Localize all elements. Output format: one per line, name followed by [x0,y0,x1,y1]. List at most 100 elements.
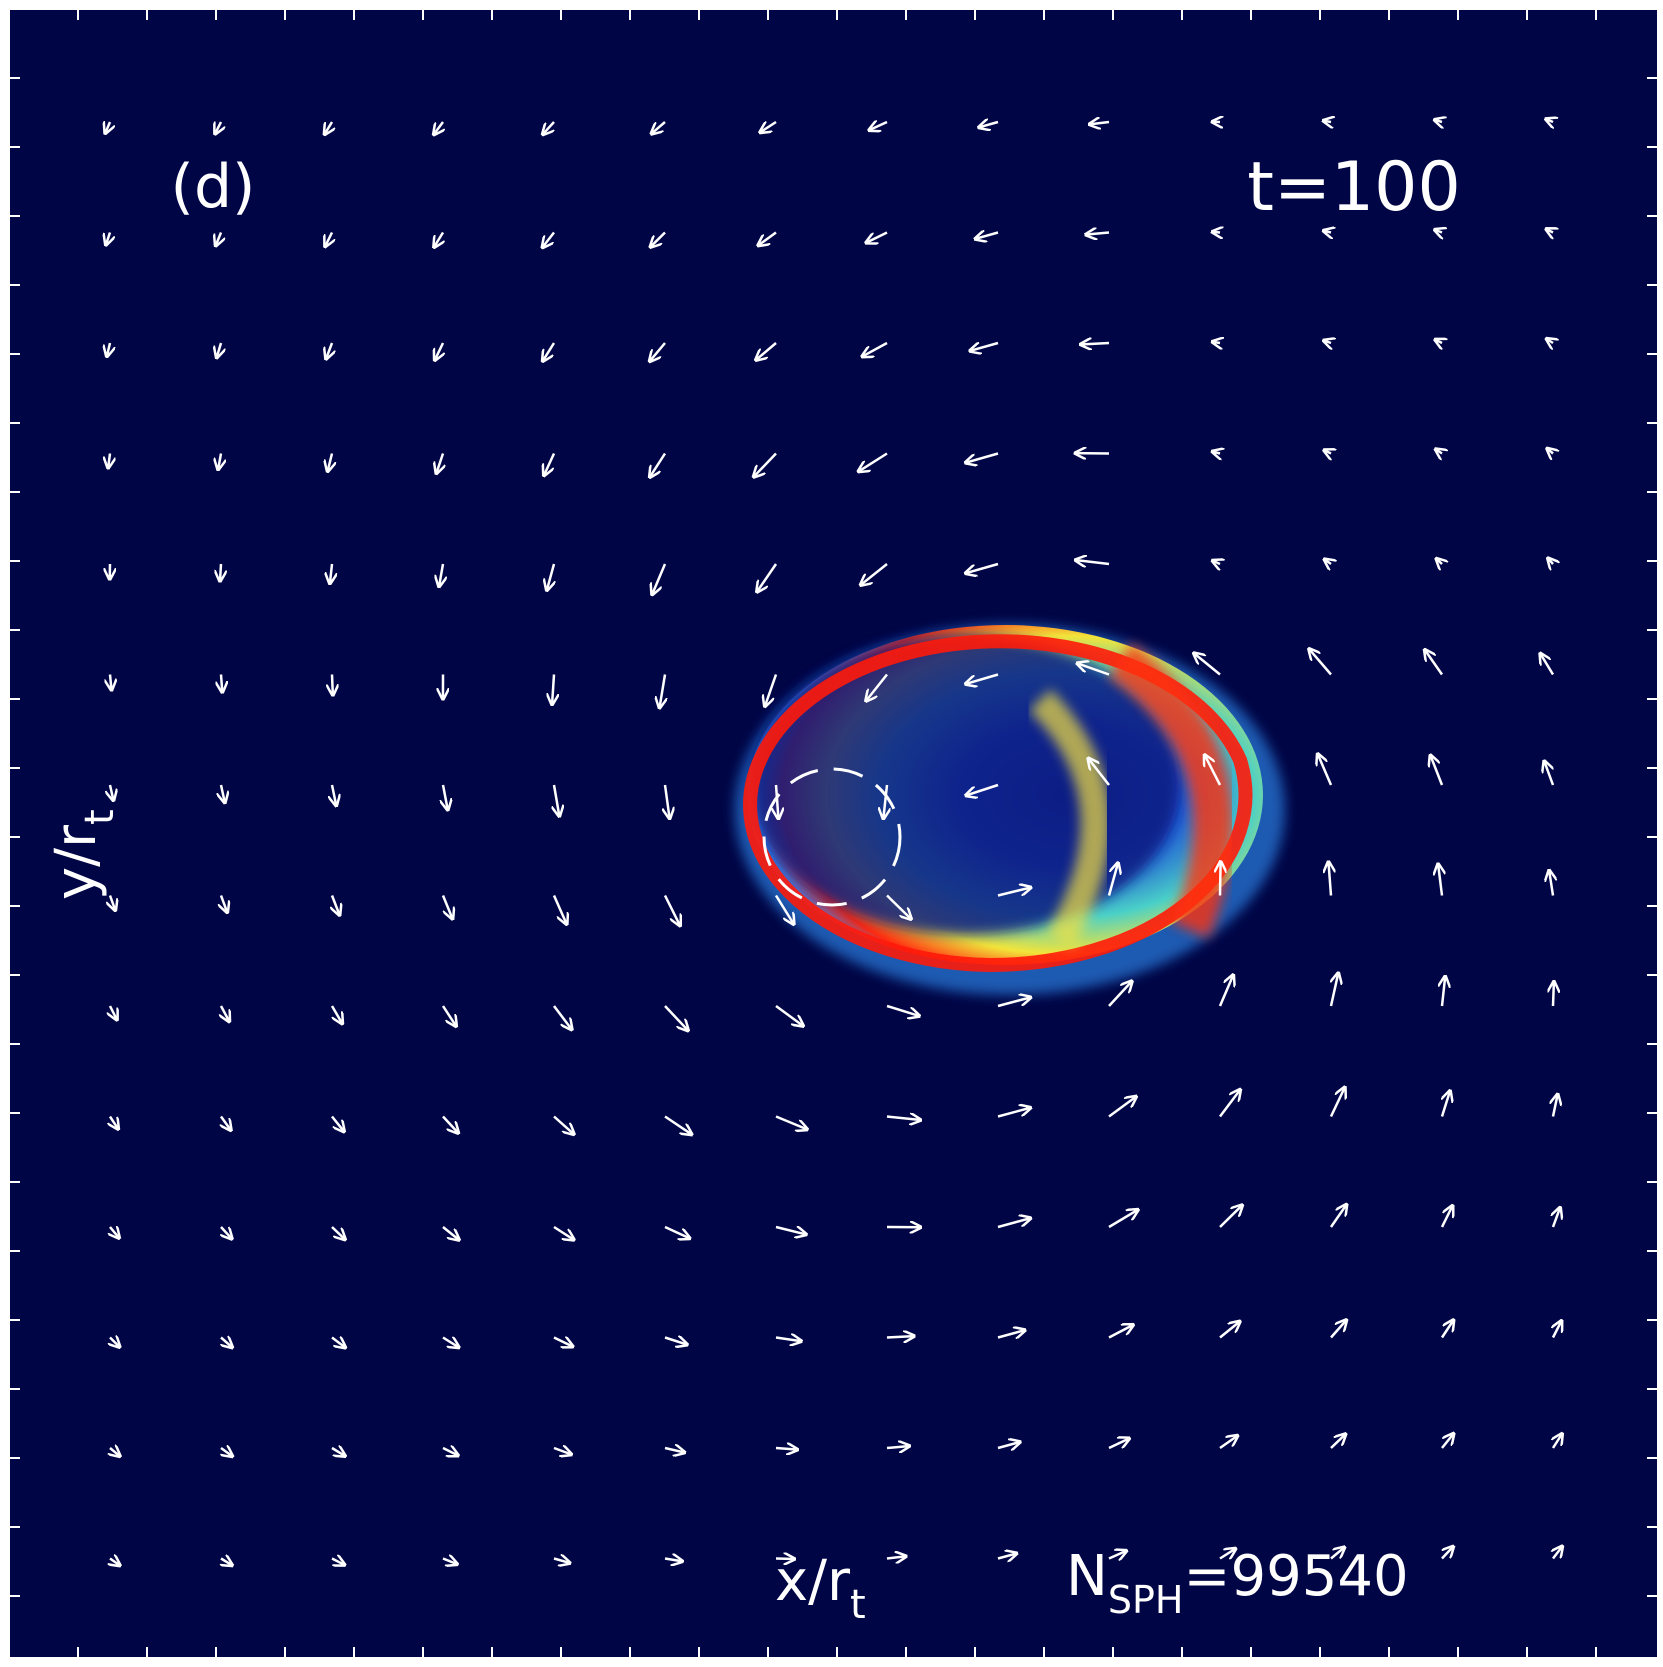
x-axis-label: x/rt [775,1549,866,1628]
velocity-arrow [331,1226,345,1240]
velocity-arrow [1080,343,1110,344]
velocity-arrow [664,1448,685,1453]
velocity-arrow [221,1005,229,1022]
velocity-arrow [110,1338,120,1348]
velocity-arrow [1324,559,1331,564]
velocity-arrow [1212,561,1220,564]
velocity-arrow [542,231,555,248]
velocity-arrow [1442,976,1445,1007]
velocity-arrow [776,784,778,819]
velocity-arrow [1309,649,1332,676]
velocity-arrow [441,1005,456,1026]
velocity-arrow [435,342,443,360]
velocity-arrow [1553,1546,1562,1560]
velocity-arrow [434,121,443,135]
velocity-arrow [1205,755,1222,786]
velocity-arrow [221,1559,232,1566]
velocity-arrow [1430,755,1444,786]
velocity-arrow [330,1005,342,1024]
velocity-arrow [1553,981,1554,1007]
velocity-arrow [554,784,559,816]
velocity-arrow [107,342,110,357]
velocity-arrow [965,673,999,685]
velocity-arrow [110,1559,120,1566]
velocity-arrow [442,1226,459,1240]
disk-arm [1029,689,1111,948]
velocity-arrow [760,120,777,132]
velocity-arrow [997,1108,1031,1118]
velocity-arrow [553,1559,570,1564]
time-label: t=100 [1247,148,1460,227]
velocity-arrow [553,1448,572,1454]
velocity-arrow [1219,1321,1240,1339]
velocity-arrow [221,1115,231,1131]
velocity-arrow [997,997,1031,1008]
velocity-arrow [1086,233,1110,235]
velocity-arrow [862,341,888,357]
velocity-arrow [1107,863,1118,896]
x-axis-main: x/r [775,1549,851,1614]
velocity-arrow [1323,340,1331,343]
velocity-arrow [1328,862,1331,896]
velocity-arrow [325,231,332,247]
velocity-arrow [1435,449,1442,453]
velocity-arrow [221,895,227,913]
velocity-arrow [765,674,778,707]
velocity-arrow [1546,339,1553,343]
velocity-arrow [1548,558,1553,564]
velocity-arrow [858,452,888,472]
velocity-arrow [216,232,221,246]
velocity-arrow [217,342,221,358]
velocity-arrow [1089,122,1110,124]
velocity-arrow [1330,1547,1345,1560]
velocity-arrow [775,1004,803,1026]
velocity-arrow [1425,650,1444,676]
velocity-arrow [1553,1094,1558,1117]
velocity-arrow [757,563,778,592]
velocity-arrow [221,1448,233,1456]
velocity-arrow [442,1559,457,1565]
velocity-arrow [1075,560,1110,564]
y-axis-label: y/rt [44,809,123,900]
velocity-arrow [664,1559,683,1562]
velocity-arrow [1318,754,1333,786]
velocity-arrow [442,1338,459,1348]
velocity-arrow [650,452,667,478]
velocity-arrow [975,233,999,239]
velocity-arrow [553,1338,573,1347]
velocity-arrow [1546,119,1553,122]
velocity-arrow [1212,342,1220,343]
velocity-arrow [1108,1551,1127,1559]
velocity-arrow [1435,339,1442,343]
velocity-arrow [218,453,221,470]
velocity-arrow [439,563,443,587]
velocity-arrow [1088,758,1110,786]
velocity-arrow [547,563,554,591]
velocity-arrow [869,122,888,130]
velocity-arrow [221,784,225,803]
velocity-arrow [1329,1204,1347,1228]
velocity-arrow [434,231,443,248]
velocity-arrow [1438,864,1442,896]
velocity-arrow [664,1005,688,1031]
velocity-arrow [1435,230,1442,233]
velocity-arrow [886,894,911,920]
velocity-arrow [756,342,777,360]
velocity-arrow [886,1336,914,1337]
velocity-arrow [979,122,999,127]
velocity-arrow [997,1442,1020,1448]
velocity-arrow [543,121,555,135]
velocity-arrow [1440,1320,1454,1339]
velocity-arrow [997,1553,1017,1558]
velocity-arrow [866,673,888,702]
velocity-arrow [326,342,332,359]
velocity-arrow [664,1115,692,1135]
velocity-arrow [860,563,888,585]
velocity-arrow [110,1005,117,1020]
velocity-arrow [108,453,110,469]
velocity-arrow [664,1225,690,1238]
velocity-arrow [544,452,556,476]
velocity-arrow [221,1338,233,1348]
